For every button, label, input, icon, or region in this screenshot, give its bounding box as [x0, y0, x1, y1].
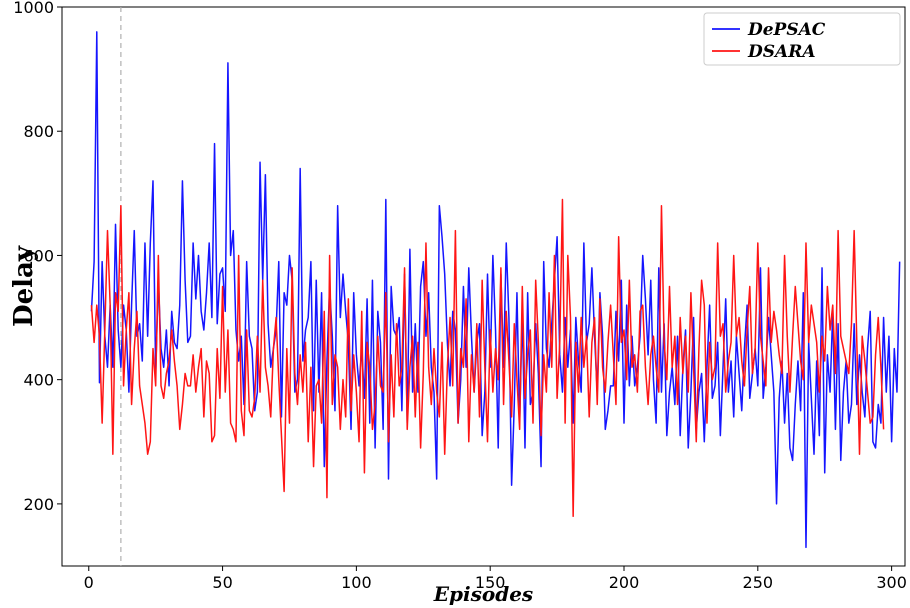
- y-tick-label: 800: [23, 122, 54, 141]
- series-line-depsac: [90, 31, 901, 549]
- legend-label: DePSAC: [747, 20, 826, 40]
- ticks-layer: 0 50 100 150 200 250 300 200 400 600 800 1000: [13, 0, 907, 592]
- x-tick-label: 100: [341, 573, 372, 592]
- plot-frame: [61, 6, 906, 567]
- y-tick-label: 400: [23, 371, 54, 390]
- legend-box: [703, 12, 901, 66]
- series-line-dsara: [90, 198, 885, 518]
- y-tick-label: 600: [23, 246, 54, 265]
- x-tick-label: 200: [609, 573, 640, 592]
- x-tick-label: 250: [743, 573, 774, 592]
- y-tick-label: 1000: [13, 0, 54, 17]
- x-tick-label: 50: [212, 573, 232, 592]
- x-tick-label: 150: [475, 573, 506, 592]
- legend-label: DSARA: [747, 42, 816, 62]
- x-tick-label: 300: [876, 573, 907, 592]
- x-axis-label: Episodes: [433, 582, 533, 606]
- series-layer: [90, 31, 901, 549]
- y-tick-label: 200: [23, 495, 54, 514]
- plot-axes: [61, 6, 906, 567]
- y-axis-label: Delay: [9, 245, 39, 327]
- x-tick-label: 0: [84, 573, 94, 592]
